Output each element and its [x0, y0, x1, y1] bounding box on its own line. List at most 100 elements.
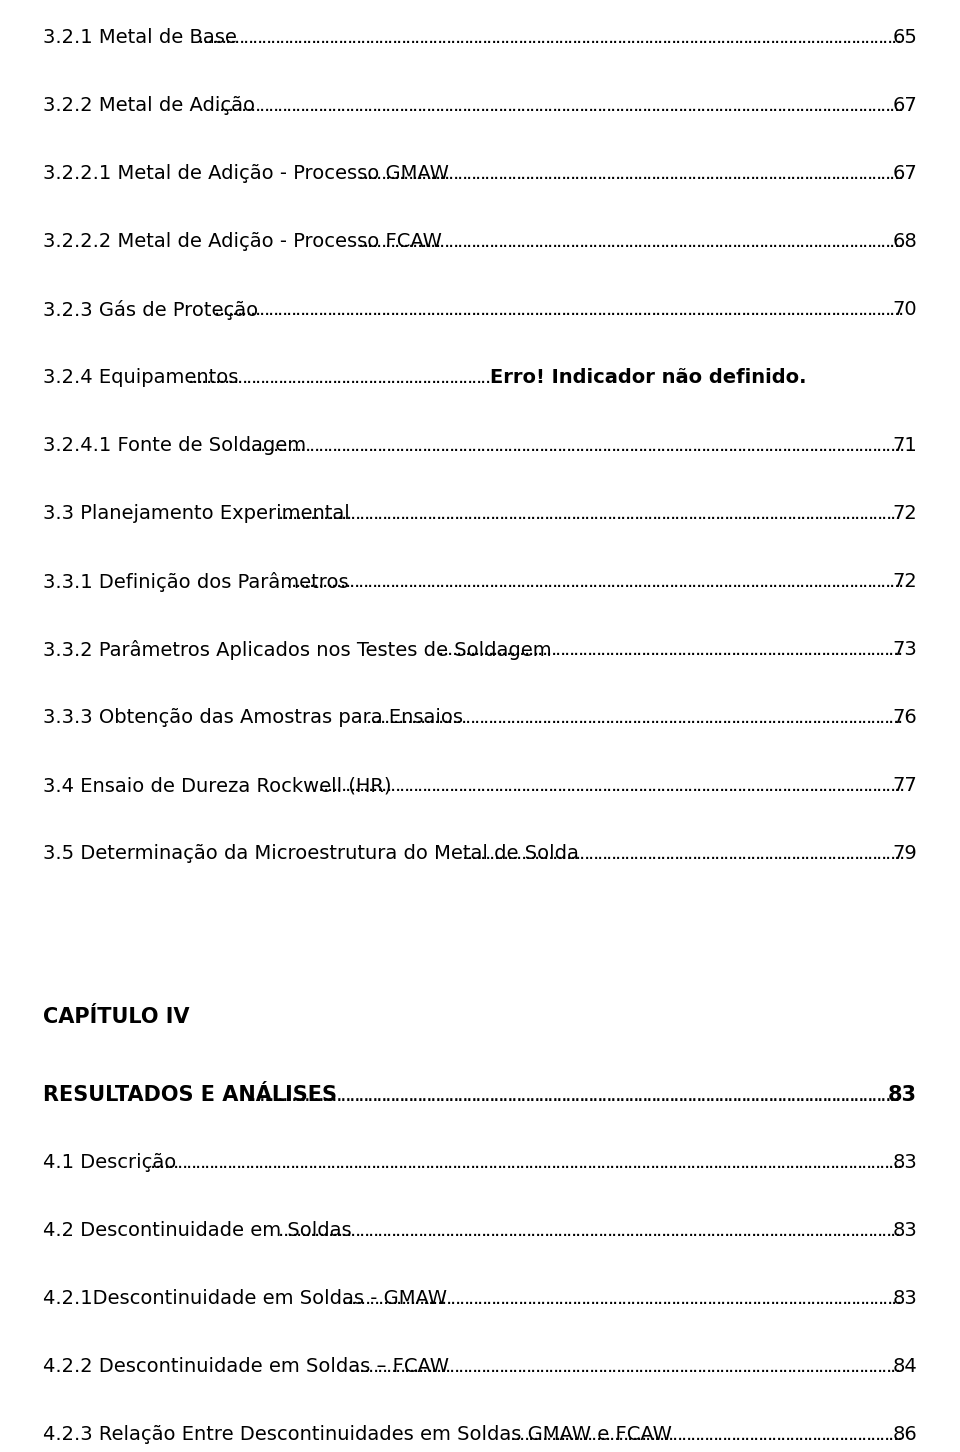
- Text: .: .: [524, 232, 531, 251]
- Text: .: .: [808, 96, 814, 115]
- Text: .: .: [668, 164, 675, 183]
- Text: .: .: [688, 28, 695, 46]
- Text: .: .: [608, 28, 613, 46]
- Text: .: .: [520, 96, 526, 115]
- Text: .: .: [800, 1221, 806, 1240]
- Text: .: .: [839, 96, 846, 115]
- Text: .: .: [853, 775, 860, 796]
- Text: .: .: [777, 96, 782, 115]
- Text: .: .: [379, 1153, 386, 1172]
- Text: .: .: [629, 504, 636, 523]
- Text: .: .: [682, 232, 688, 251]
- Text: .: .: [687, 844, 693, 862]
- Text: .: .: [363, 367, 370, 388]
- Text: .: .: [785, 572, 792, 591]
- Text: .: .: [857, 301, 864, 319]
- Text: .: .: [828, 1289, 834, 1308]
- Text: .: .: [268, 96, 275, 115]
- Text: .: .: [702, 1289, 708, 1308]
- Text: .: .: [795, 164, 801, 183]
- Text: .: .: [562, 1358, 567, 1376]
- Text: .: .: [416, 709, 421, 727]
- Text: .: .: [787, 1289, 794, 1308]
- Text: .: .: [296, 367, 301, 388]
- Text: .: .: [816, 1424, 823, 1443]
- Text: .: .: [725, 28, 731, 46]
- Text: .: .: [898, 572, 904, 591]
- Text: .: .: [399, 775, 405, 796]
- Text: .: .: [483, 709, 490, 727]
- Text: .: .: [759, 1358, 766, 1376]
- Text: .: .: [523, 1153, 530, 1172]
- Text: .: .: [471, 367, 477, 388]
- Text: .: .: [429, 1153, 435, 1172]
- Text: .: .: [493, 775, 500, 796]
- Text: .: .: [524, 1085, 531, 1105]
- Text: .: .: [444, 301, 449, 319]
- Text: .: .: [259, 436, 266, 454]
- Text: .: .: [691, 775, 698, 796]
- Text: .: .: [781, 301, 787, 319]
- Text: .: .: [570, 436, 576, 454]
- Text: .: .: [804, 232, 809, 251]
- Text: .: .: [633, 844, 639, 862]
- Text: .: .: [768, 436, 775, 454]
- Text: .: .: [869, 1289, 875, 1308]
- Text: .: .: [726, 1424, 732, 1443]
- Text: .: .: [568, 709, 575, 727]
- Text: .: .: [327, 775, 333, 796]
- Text: .: .: [264, 436, 271, 454]
- Text: .: .: [555, 1153, 562, 1172]
- Text: .: .: [570, 775, 576, 796]
- Text: .: .: [534, 1085, 540, 1105]
- Text: .: .: [755, 1358, 761, 1376]
- Text: .: .: [609, 640, 615, 659]
- Text: .: .: [554, 28, 560, 46]
- Text: .: .: [795, 301, 801, 319]
- Text: .: .: [332, 1221, 338, 1240]
- Text: .: .: [642, 504, 649, 523]
- Text: .: .: [515, 1424, 520, 1443]
- Text: .: .: [360, 1289, 367, 1308]
- Text: .: .: [835, 1085, 842, 1105]
- Text: .: .: [304, 436, 311, 454]
- Text: .: .: [516, 775, 522, 796]
- Text: .: .: [444, 232, 449, 251]
- Text: .: .: [862, 164, 868, 183]
- Text: .: .: [704, 640, 709, 659]
- Text: .: .: [525, 1221, 532, 1240]
- Text: .: .: [299, 1153, 304, 1172]
- Text: .: .: [682, 301, 688, 319]
- Text: .: .: [424, 709, 431, 727]
- Text: .: .: [877, 28, 884, 46]
- Text: .: .: [821, 1424, 827, 1443]
- Text: .: .: [827, 844, 832, 862]
- Text: .: .: [682, 96, 688, 115]
- Text: .: .: [664, 436, 671, 454]
- Text: .: .: [451, 709, 458, 727]
- Text: .: .: [502, 775, 509, 796]
- Text: .: .: [727, 164, 733, 183]
- Text: .: .: [478, 709, 485, 727]
- Text: .: .: [534, 301, 540, 319]
- Text: .: .: [511, 572, 517, 591]
- Text: .: .: [685, 1424, 692, 1443]
- Text: .: .: [753, 640, 759, 659]
- Text: .: .: [556, 96, 563, 115]
- Text: .: .: [817, 96, 824, 115]
- Text: .: .: [542, 164, 549, 183]
- Text: .: .: [795, 844, 802, 862]
- Text: .: .: [421, 1085, 427, 1105]
- Text: .: .: [818, 436, 824, 454]
- Text: .: .: [791, 1358, 797, 1376]
- Text: .: .: [682, 164, 688, 183]
- Text: .: .: [723, 775, 730, 796]
- Text: .: .: [736, 164, 742, 183]
- Text: .: .: [451, 640, 458, 659]
- Text: .: .: [614, 96, 621, 115]
- Text: .: .: [335, 1085, 342, 1105]
- Text: .: .: [574, 844, 581, 862]
- Text: .: .: [228, 367, 234, 388]
- Text: .: .: [543, 504, 550, 523]
- Text: .: .: [512, 775, 517, 796]
